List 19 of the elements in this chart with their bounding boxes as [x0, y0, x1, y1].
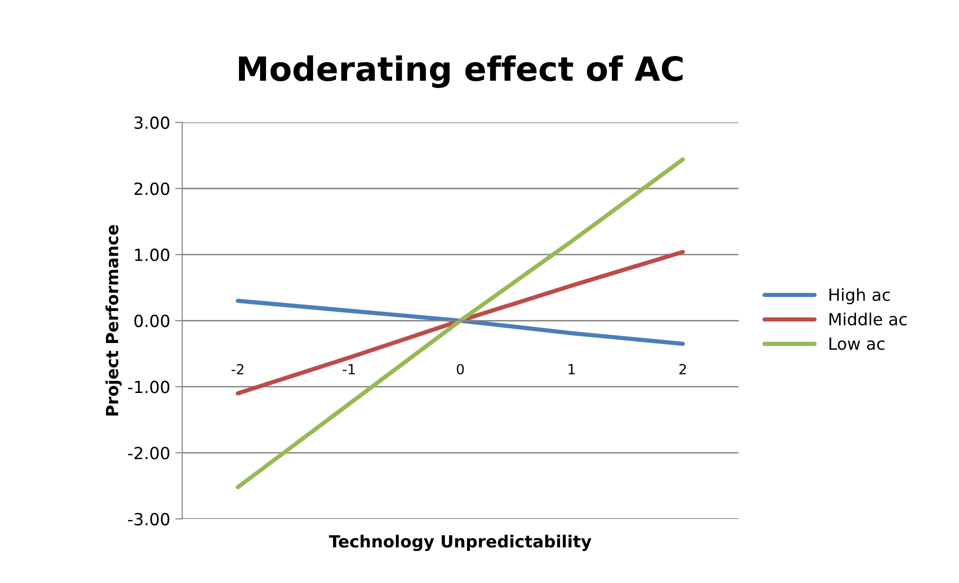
- legend-label: Low ac: [830, 338, 884, 350]
- x-tick-label: 2: [679, 364, 686, 374]
- y-tick-label: -1.00: [128, 380, 170, 394]
- x-tick-label: 0: [456, 364, 464, 374]
- x-axis-title: Technology Unpredictability: [329, 534, 592, 551]
- y-tick-label: 3.00: [134, 116, 170, 129]
- line-series: [236, 298, 685, 346]
- y-tick-label: -2.00: [128, 446, 170, 460]
- y-tick-label: 2.00: [134, 182, 170, 196]
- y-tick-label: -3.00: [128, 512, 170, 526]
- legend-label: High ac: [830, 288, 890, 304]
- x-tick-label: -2: [232, 364, 244, 374]
- chart-title: Moderating effect of AC: [238, 55, 683, 88]
- y-tick-label: 0.00: [134, 314, 170, 328]
- legend-label: Middle ac: [830, 312, 907, 326]
- y-tick-label: 1.00: [135, 248, 170, 262]
- x-tick-label: -1: [342, 364, 355, 374]
- x-tick-label: 1: [568, 364, 575, 374]
- y-axis-title: Project Performance: [105, 225, 122, 416]
